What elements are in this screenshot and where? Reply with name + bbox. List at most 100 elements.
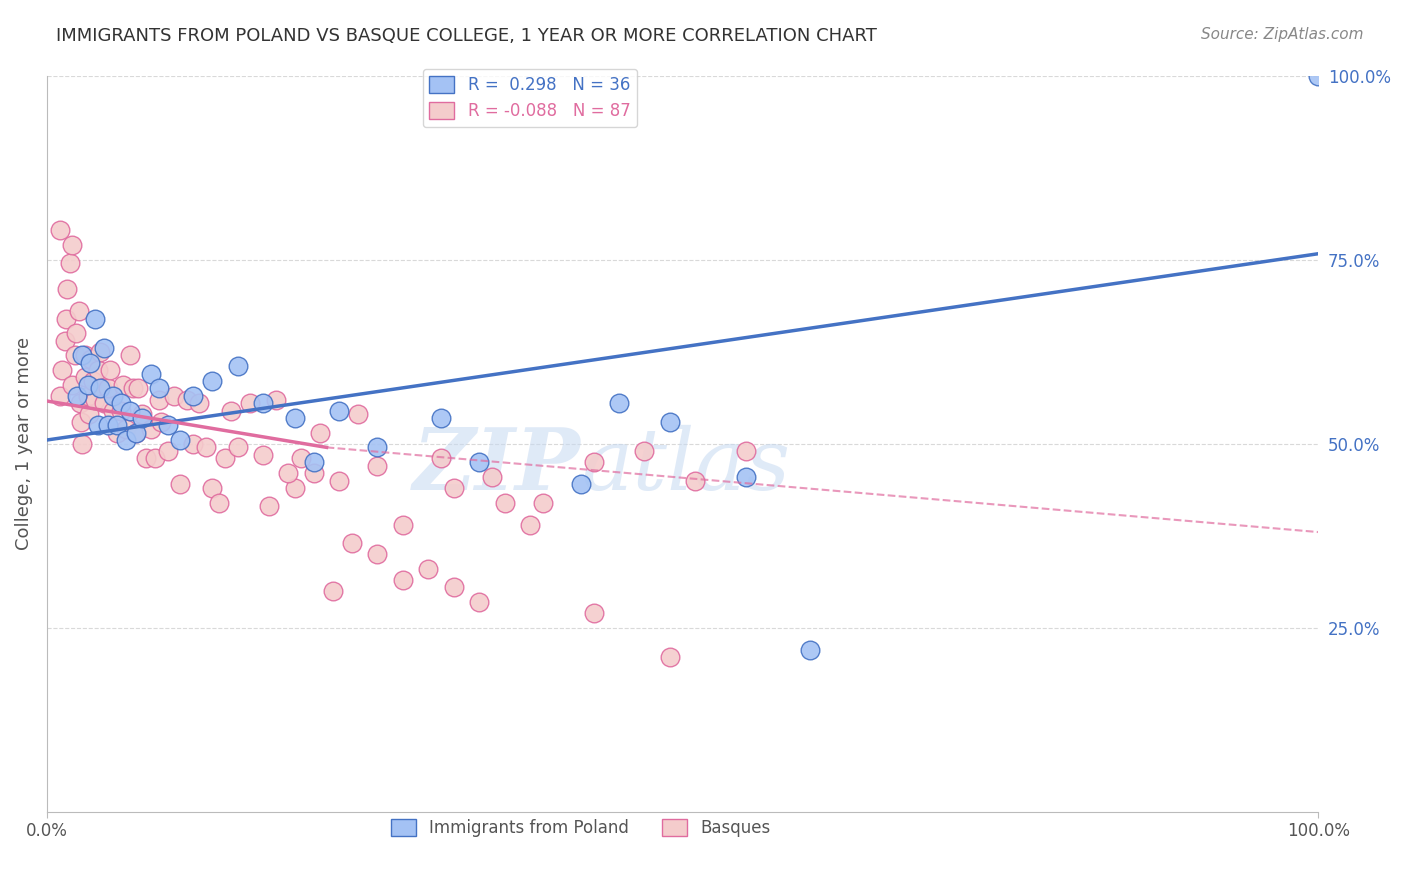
Point [430, 411, 453, 425]
Point [84, 311, 107, 326]
Point [87, 363, 110, 377]
Point [135, 451, 157, 466]
Point [97, 418, 120, 433]
Point [122, 382, 145, 396]
Point [1308, 69, 1330, 83]
Y-axis label: College, 1 year or more: College, 1 year or more [15, 337, 32, 550]
Point [127, 382, 149, 396]
Point [176, 392, 198, 407]
Point [207, 495, 229, 509]
Point [114, 433, 136, 447]
Point [139, 422, 162, 436]
Point [112, 377, 135, 392]
Point [163, 389, 186, 403]
Point [481, 470, 503, 484]
Point [156, 418, 179, 433]
Point [239, 396, 262, 410]
Point [148, 392, 170, 407]
Point [735, 444, 758, 458]
Point [77, 407, 100, 421]
Point [72, 348, 94, 362]
Point [735, 470, 758, 484]
Point [101, 403, 124, 417]
Point [169, 477, 191, 491]
Point [302, 466, 325, 480]
Text: atlas: atlas [581, 425, 790, 508]
Point [219, 403, 242, 417]
Point [156, 444, 179, 458]
Point [188, 396, 211, 410]
Point [226, 441, 249, 455]
Point [63, 348, 86, 362]
Point [290, 451, 312, 466]
Point [169, 433, 191, 447]
Point [226, 359, 249, 374]
Point [84, 392, 107, 407]
Text: Source: ZipAtlas.com: Source: ZipAtlas.com [1201, 27, 1364, 42]
Point [443, 580, 465, 594]
Point [264, 392, 287, 407]
Point [194, 441, 217, 455]
Point [181, 389, 204, 403]
Point [73, 370, 96, 384]
Point [90, 382, 112, 396]
Point [110, 396, 132, 410]
Point [366, 458, 388, 473]
Point [89, 382, 111, 396]
Point [125, 425, 148, 440]
Point [430, 451, 453, 466]
Point [418, 562, 440, 576]
Point [60, 377, 83, 392]
Point [76, 389, 98, 403]
Point [468, 595, 491, 609]
Point [56, 282, 79, 296]
Point [48, 223, 70, 237]
Point [328, 474, 350, 488]
Point [93, 341, 115, 355]
Point [70, 415, 93, 429]
Point [658, 650, 681, 665]
Point [201, 374, 224, 388]
Point [259, 500, 281, 514]
Point [685, 474, 707, 488]
Point [468, 455, 491, 469]
Point [125, 425, 148, 440]
Point [87, 418, 110, 433]
Point [131, 407, 153, 421]
Point [582, 606, 605, 620]
Point [53, 334, 76, 348]
Point [443, 481, 465, 495]
Point [72, 436, 94, 450]
Point [302, 455, 325, 469]
Point [340, 536, 363, 550]
Point [93, 396, 115, 410]
Point [51, 363, 73, 377]
Point [67, 304, 90, 318]
Point [100, 363, 122, 377]
Point [143, 451, 166, 466]
Point [118, 403, 141, 417]
Point [284, 481, 307, 495]
Point [366, 547, 388, 561]
Point [322, 584, 344, 599]
Point [252, 448, 274, 462]
Point [139, 367, 162, 381]
Point [97, 382, 120, 396]
Point [392, 517, 415, 532]
Point [633, 444, 655, 458]
Point [392, 573, 415, 587]
Point [658, 415, 681, 429]
Point [519, 517, 541, 532]
Point [79, 356, 101, 370]
Point [328, 403, 350, 417]
Point [284, 411, 307, 425]
Point [347, 407, 370, 421]
Point [65, 326, 87, 341]
Point [76, 377, 98, 392]
Legend: Immigrants from Poland, Basques: Immigrants from Poland, Basques [384, 813, 778, 844]
Point [60, 238, 83, 252]
Point [101, 389, 124, 403]
Point [105, 418, 128, 433]
Point [48, 389, 70, 403]
Point [73, 348, 96, 362]
